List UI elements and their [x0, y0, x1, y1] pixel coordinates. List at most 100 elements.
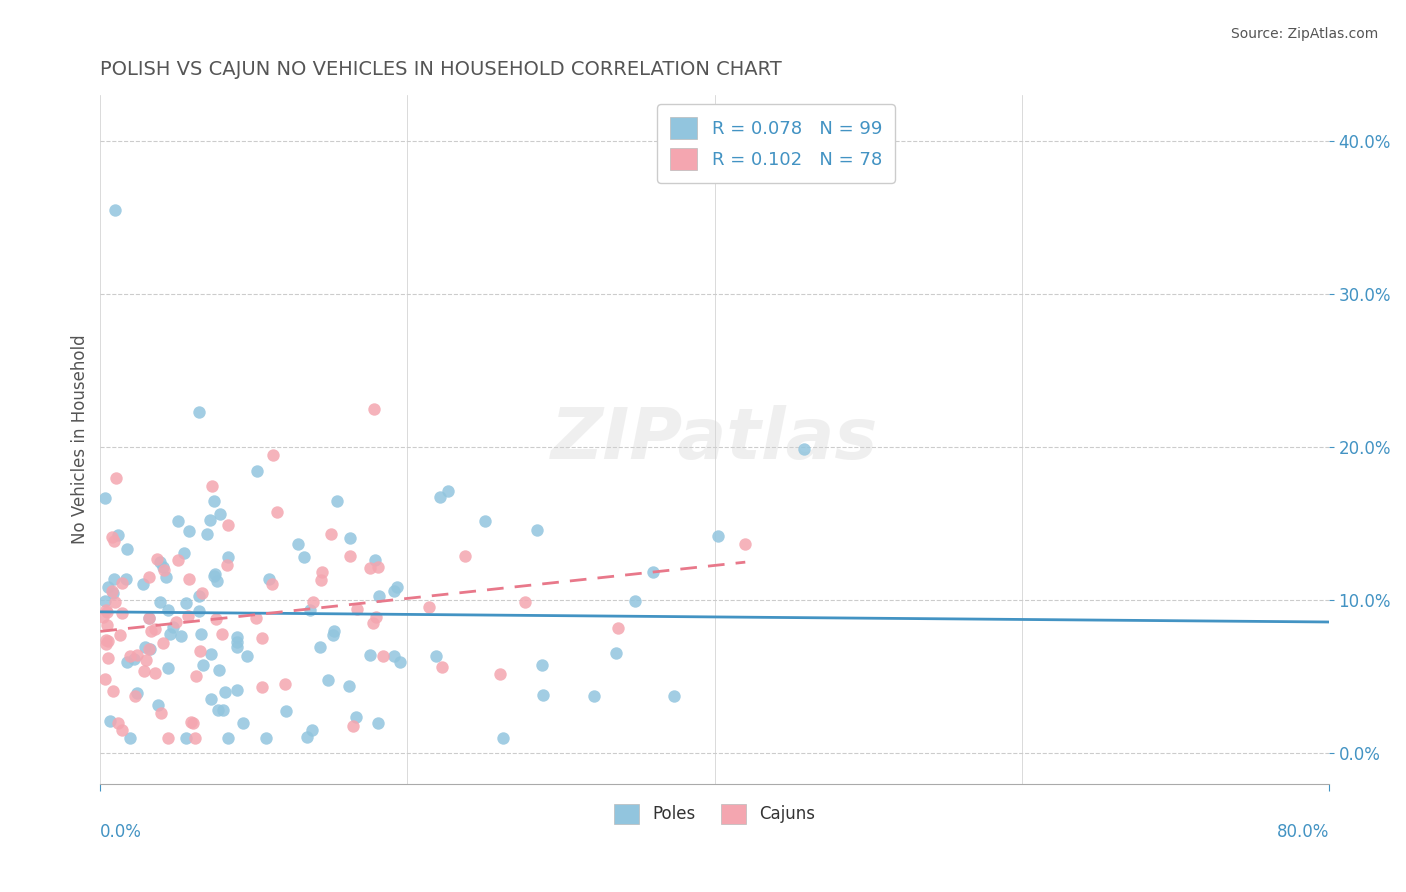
Point: [174, 595, 197, 609]
Point: [97, 650, 120, 665]
Point: [103, 683, 125, 698]
Point: [180, 715, 202, 730]
Text: 0.0%: 0.0%: [100, 823, 142, 841]
Point: [437, 483, 460, 498]
Point: [342, 719, 364, 733]
Point: [187, 589, 209, 603]
Point: [139, 624, 162, 638]
Point: [311, 566, 333, 580]
Point: [190, 644, 212, 658]
Point: [94, 633, 117, 648]
Point: [453, 549, 475, 563]
Point: [359, 648, 381, 663]
Point: [200, 647, 222, 661]
Point: [202, 494, 225, 508]
Point: [97, 633, 120, 648]
Point: [104, 471, 127, 485]
Point: [491, 731, 513, 745]
Point: [212, 703, 235, 717]
Point: [202, 569, 225, 583]
Point: [366, 609, 388, 624]
Point: [127, 648, 149, 663]
Point: [274, 704, 297, 718]
Point: [176, 609, 198, 624]
Text: Source: ZipAtlas.com: Source: ZipAtlas.com: [1230, 27, 1378, 41]
Point: [205, 612, 228, 626]
Point: [208, 508, 231, 522]
Point: [605, 646, 627, 660]
Point: [225, 631, 247, 645]
Point: [301, 723, 323, 737]
Point: [100, 714, 122, 728]
Point: [311, 574, 333, 588]
Point: [526, 523, 548, 537]
Point: [117, 542, 139, 557]
Point: [266, 505, 288, 519]
Point: [262, 448, 284, 462]
Point: [382, 584, 405, 599]
Point: [96, 637, 118, 651]
Point: [115, 572, 138, 586]
Point: [111, 723, 134, 737]
Point: [364, 553, 387, 567]
Point: [389, 655, 412, 669]
Point: [122, 651, 145, 665]
Point: [149, 555, 172, 569]
Point: [208, 663, 231, 677]
Point: [118, 649, 141, 664]
Point: [232, 715, 254, 730]
Point: [139, 642, 162, 657]
Point: [108, 628, 131, 642]
Point: [155, 570, 177, 584]
Point: [254, 731, 277, 745]
Point: [200, 692, 222, 706]
Text: ZIPatlas: ZIPatlas: [551, 405, 879, 475]
Point: [217, 558, 239, 572]
Point: [262, 576, 284, 591]
Point: [146, 552, 169, 566]
Point: [582, 689, 605, 703]
Point: [214, 685, 236, 699]
Point: [225, 635, 247, 649]
Point: [101, 530, 124, 544]
Point: [188, 604, 211, 618]
Point: [346, 601, 368, 615]
Point: [204, 567, 226, 582]
Point: [198, 513, 221, 527]
Point: [124, 689, 146, 703]
Point: [96, 603, 118, 617]
Point: [157, 603, 180, 617]
Point: [181, 716, 204, 731]
Point: [186, 668, 208, 682]
Point: [134, 640, 156, 655]
Point: [274, 677, 297, 691]
Point: [793, 442, 815, 456]
Point: [159, 626, 181, 640]
Point: [96, 618, 118, 632]
Text: 80.0%: 80.0%: [1277, 823, 1329, 841]
Point: [387, 580, 409, 594]
Point: [138, 610, 160, 624]
Point: [174, 731, 197, 745]
Point: [101, 583, 124, 598]
Point: [131, 576, 153, 591]
Point: [94, 491, 117, 505]
Point: [94, 594, 117, 608]
Point: [149, 706, 172, 720]
Point: [93, 610, 115, 624]
Point: [308, 640, 330, 655]
Point: [246, 464, 269, 478]
Y-axis label: No Vehicles in Household: No Vehicles in Household: [72, 334, 89, 544]
Point: [337, 679, 360, 693]
Point: [107, 716, 129, 731]
Point: [319, 526, 342, 541]
Point: [368, 589, 391, 603]
Point: [316, 673, 339, 688]
Point: [103, 572, 125, 586]
Point: [115, 655, 138, 669]
Point: [111, 576, 134, 591]
Point: [734, 536, 756, 550]
Point: [135, 653, 157, 667]
Point: [367, 560, 389, 574]
Point: [339, 549, 361, 564]
